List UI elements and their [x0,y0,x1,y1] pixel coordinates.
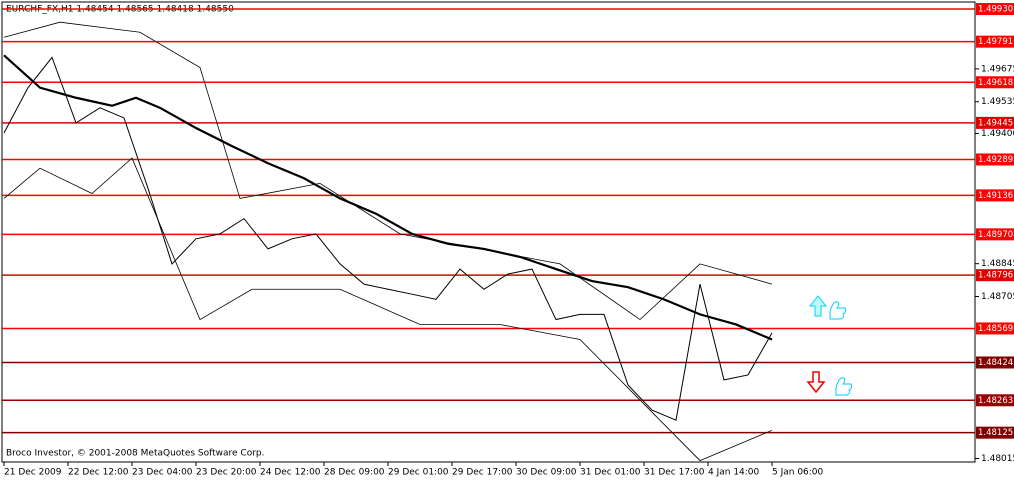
x-tick-label: 29 Dec 17:00 [452,468,513,478]
level-label-box [976,228,1014,241]
level-label-box [976,394,1014,407]
x-tick-label: 23 Dec 20:00 [196,468,257,478]
level-label: 1.48796 [978,271,1013,281]
level-label-box [976,35,1014,48]
up-signal [808,295,847,320]
level-label: 1.49136 [978,191,1013,201]
y-tick-label: 1.49400 [981,129,1014,139]
level-label-box [976,3,1014,16]
level-label-box [976,76,1014,89]
level-label: 1.48970 [978,230,1013,240]
series-line [3,157,773,462]
level-label: 1.49930 [978,5,1013,15]
level-label-box [976,426,1014,439]
x-tick-label: 24 Dec 12:00 [260,468,321,478]
plot-frame [1,1,976,463]
level-label: 1.49289 [978,155,1013,165]
x-tick-label: 21 Dec 2009 [4,468,62,478]
y-tick-label: 1.48015 [981,454,1014,464]
level-label: 1.48424 [978,358,1013,368]
level-label-box [976,322,1014,335]
x-tick-label: 31 Dec 01:00 [580,468,641,478]
level-label-box [976,116,1014,129]
down-arrow [806,371,826,394]
series-line [3,21,773,321]
y-tick-label: 1.48845 [981,259,1014,269]
level-label-box [976,153,1014,166]
level-label-box [976,269,1014,282]
level-label: 1.48569 [978,324,1013,334]
x-tick-label: 5 Jan 06:00 [772,468,824,478]
series-line [3,54,773,341]
x-tick-label: 29 Dec 01:00 [388,468,449,478]
level-label: 1.49791 [978,37,1013,47]
y-tick-label: 1.49675 [981,64,1014,74]
series-line [3,56,773,421]
level-label: 1.49445 [978,118,1013,128]
level-label-box [976,189,1014,202]
watermark: Broco Investor, © 2001-2008 MetaQuotes S… [6,449,265,459]
level-label: 1.49618 [978,78,1013,88]
down-signal [806,371,853,396]
thumb-up [829,301,847,320]
x-tick-label: 31 Dec 17:00 [644,468,705,478]
x-tick-label: 23 Dec 04:00 [132,468,193,478]
up-arrow [808,295,828,317]
thumb [835,377,853,396]
x-tick-label: 4 Jan 14:00 [708,468,760,478]
x-tick-label: 28 Dec 09:00 [324,468,385,478]
x-tick-label: 22 Dec 12:00 [68,468,129,478]
x-tick-label: 30 Dec 09:00 [516,468,577,478]
level-label: 1.48125 [978,428,1013,438]
level-label: 1.48263 [978,396,1013,406]
y-tick-label: 1.49535 [981,97,1014,107]
level-label-box [976,356,1014,369]
y-tick-label: 1.48705 [981,292,1014,302]
